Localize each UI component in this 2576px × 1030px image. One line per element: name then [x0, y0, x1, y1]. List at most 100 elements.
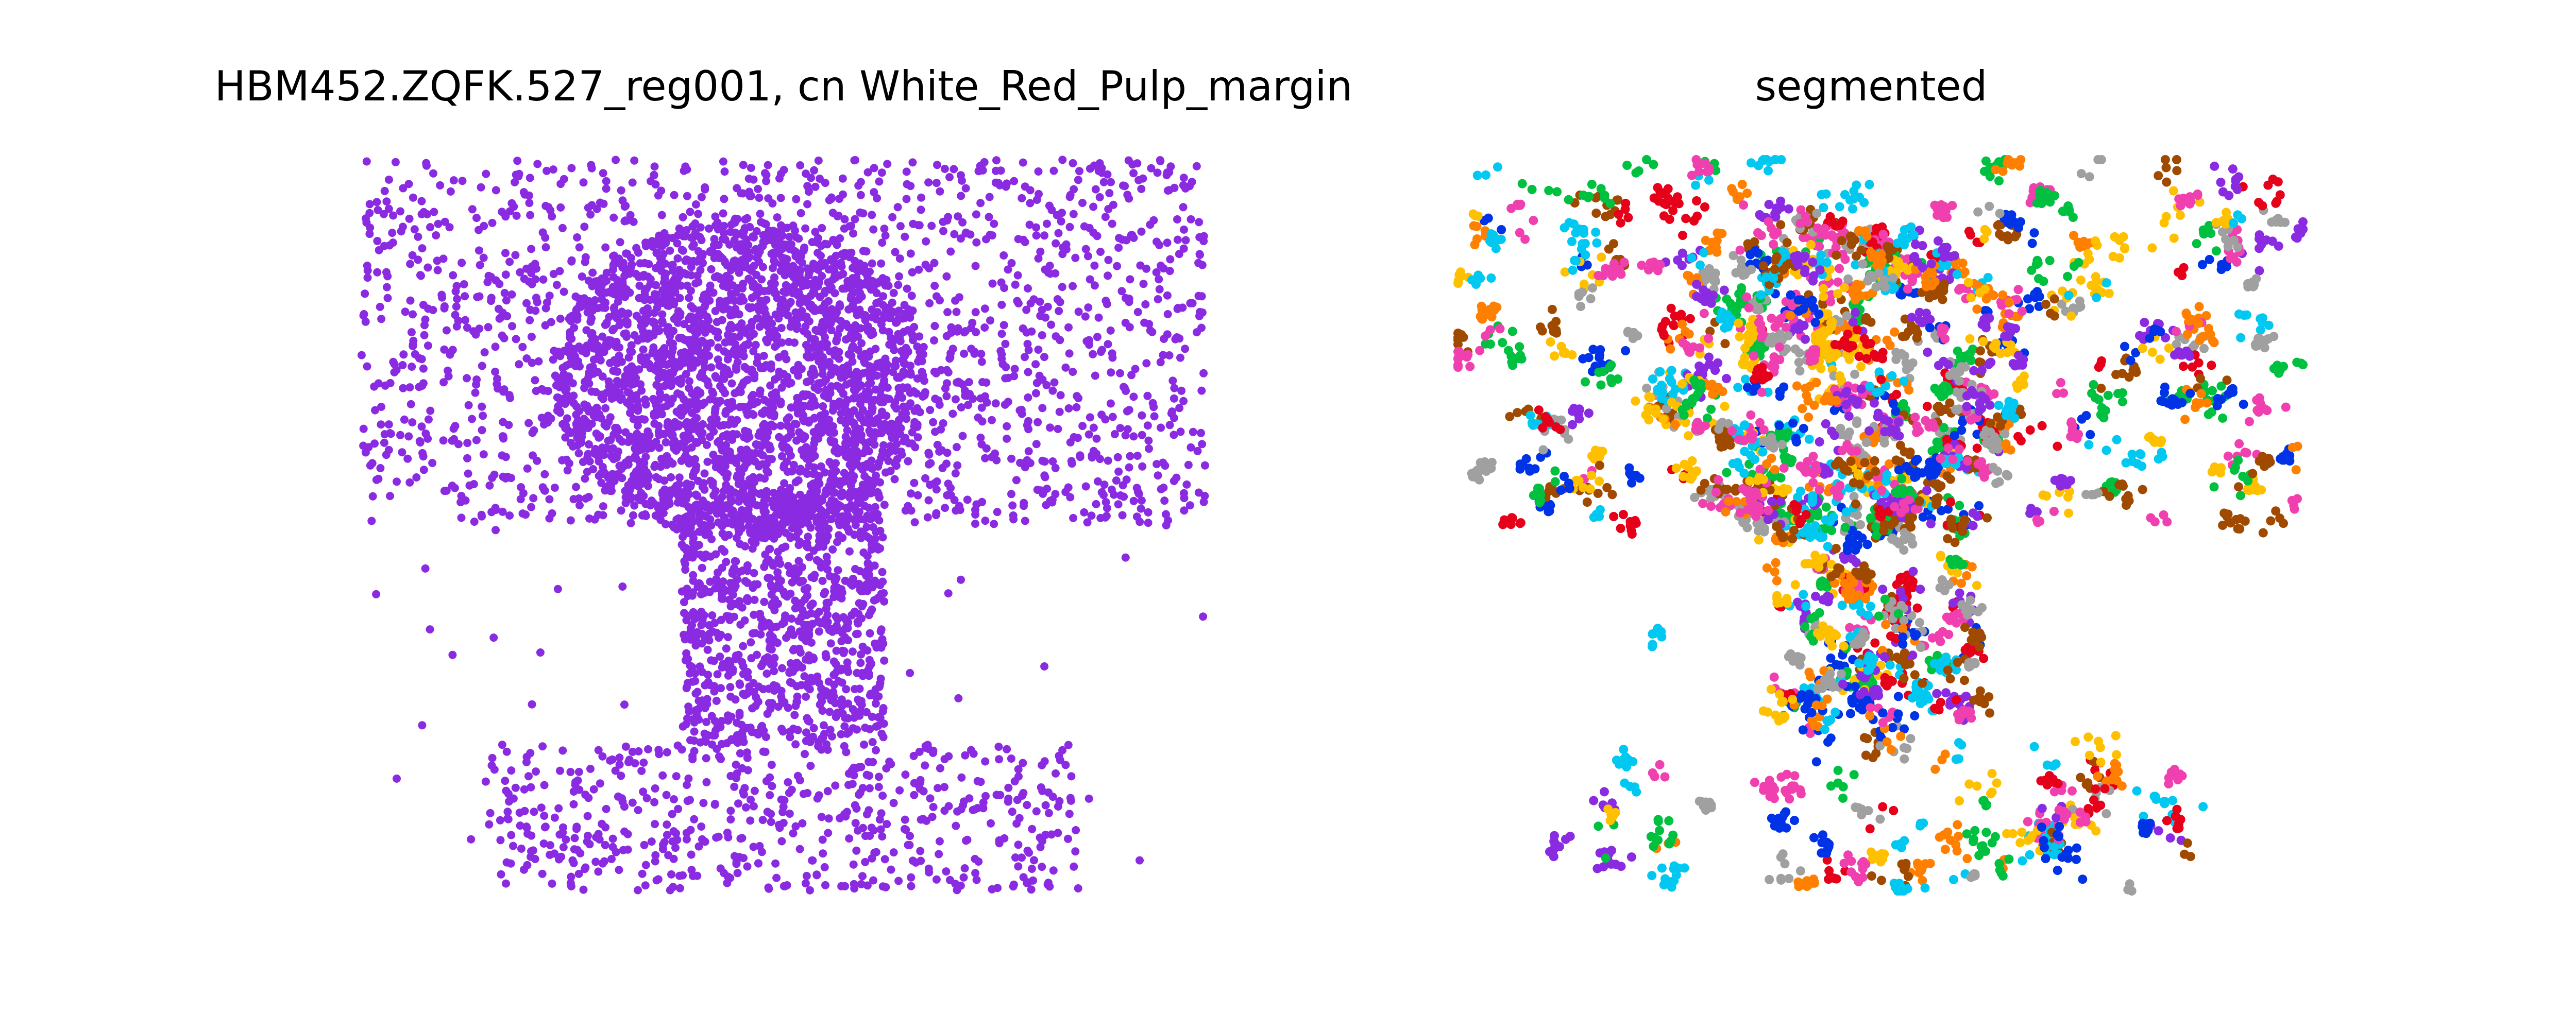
scatter-point	[518, 342, 527, 351]
scatter-point	[667, 870, 675, 879]
scatter-point	[640, 287, 649, 296]
scatter-point	[859, 548, 868, 557]
scatter-point	[806, 523, 815, 532]
scatter-point	[787, 403, 795, 412]
scatter-point	[902, 167, 911, 176]
scatter-point	[644, 745, 652, 753]
scatter-point	[942, 366, 951, 374]
scatter-point	[1197, 386, 1206, 395]
scatter-point	[1148, 399, 1157, 407]
scatter-point	[452, 322, 461, 331]
scatter-point	[894, 281, 903, 289]
scatter-point	[520, 785, 529, 794]
scatter-point	[932, 179, 941, 187]
scatter-point	[990, 219, 998, 228]
scatter-point	[924, 449, 933, 457]
scatter-point	[914, 221, 923, 230]
scatter-point	[817, 813, 826, 821]
scatter-point	[1058, 156, 1067, 164]
scatter-point	[512, 170, 520, 179]
scatter-point	[610, 251, 618, 260]
scatter-point	[1069, 282, 1077, 290]
scatter-point	[520, 806, 529, 815]
scatter-point	[795, 537, 804, 546]
scatter-point	[576, 849, 585, 857]
scatter-point	[641, 500, 650, 508]
scatter-point	[560, 287, 568, 296]
scatter-point	[639, 345, 648, 354]
scatter-point	[691, 465, 700, 473]
scatter-point	[524, 419, 533, 427]
scatter-point	[566, 768, 575, 776]
scatter-point	[744, 428, 752, 436]
scatter-point	[856, 659, 865, 667]
scatter-point	[888, 298, 896, 307]
scatter-point	[1034, 346, 1043, 354]
scatter-point	[850, 504, 858, 512]
scatter-point	[572, 822, 581, 831]
scatter-point	[705, 433, 714, 441]
scatter-point	[396, 431, 404, 439]
scatter-point	[517, 483, 526, 491]
scatter-point	[653, 324, 662, 333]
scatter-point	[528, 428, 537, 437]
scatter-point	[746, 723, 755, 732]
scatter-point	[398, 448, 406, 457]
scatter-point	[683, 355, 692, 364]
scatter-point	[1074, 884, 1082, 892]
scatter-point	[675, 871, 684, 880]
scatter-point	[920, 391, 929, 400]
scatter-point	[552, 281, 561, 289]
scatter-point	[924, 178, 933, 187]
scatter-point	[1171, 335, 1180, 344]
scatter-point	[783, 415, 791, 424]
scatter-point	[686, 517, 695, 525]
scatter-point	[934, 784, 942, 793]
scatter-point	[1025, 220, 1034, 229]
scatter-point	[420, 331, 429, 339]
scatter-point	[739, 790, 748, 799]
scatter-point	[831, 311, 840, 319]
scatter-point	[870, 188, 878, 197]
scatter-point	[823, 787, 832, 796]
scatter-point	[1021, 353, 1029, 362]
scatter-point	[878, 577, 887, 586]
scatter-point	[824, 312, 833, 321]
scatter-point	[965, 794, 974, 803]
scatter-point	[568, 379, 577, 388]
scatter-point	[709, 420, 718, 428]
scatter-point	[948, 345, 957, 353]
scatter-point	[739, 352, 748, 360]
scatter-point	[642, 794, 651, 802]
scatter-point	[690, 717, 699, 726]
scatter-point	[1064, 834, 1072, 843]
scatter-point	[595, 457, 603, 466]
scatter-point	[840, 477, 849, 486]
scatter-point	[553, 585, 562, 593]
scatter-point	[1003, 422, 1011, 431]
scatter-point	[786, 590, 795, 598]
scatter-point	[929, 746, 938, 755]
scatter-point	[707, 656, 716, 665]
scatter-point	[1024, 368, 1032, 376]
scatter-point	[702, 754, 710, 763]
scatter-point	[702, 737, 710, 746]
scatter-point	[538, 869, 547, 878]
scatter-point	[386, 492, 394, 501]
scatter-point	[424, 304, 432, 313]
scatter-point	[1197, 428, 1205, 437]
scatter-point	[512, 335, 520, 344]
scatter-point	[871, 385, 880, 394]
scatter-point	[624, 460, 633, 469]
scatter-point	[785, 380, 793, 388]
scatter-point	[372, 590, 381, 598]
scatter-point	[621, 742, 630, 751]
scatter-point	[837, 730, 845, 739]
scatter-point	[826, 370, 835, 379]
scatter-point	[893, 455, 902, 464]
scatter-point	[861, 724, 870, 732]
scatter-point	[855, 599, 863, 608]
scatter-point	[723, 355, 732, 364]
scatter-point	[707, 265, 716, 273]
scatter-point	[735, 679, 744, 688]
